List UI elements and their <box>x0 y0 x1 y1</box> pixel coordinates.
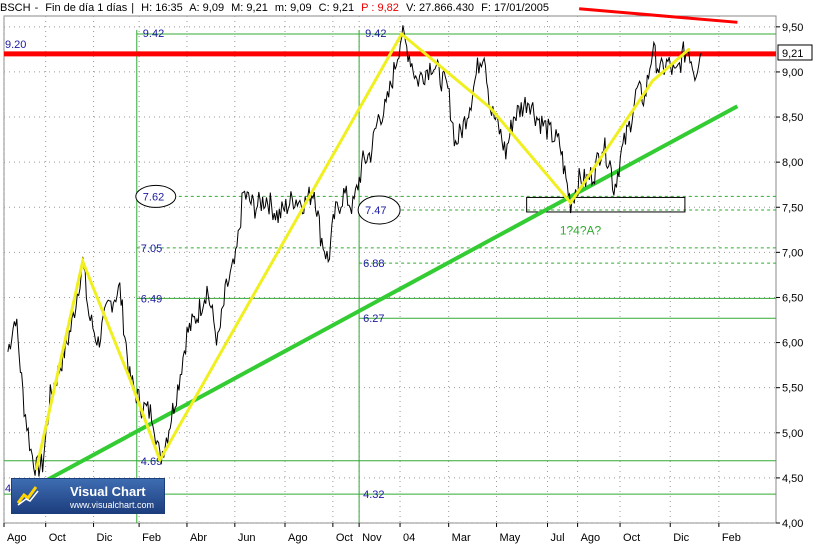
y-tick-label: 4,50 <box>782 473 803 485</box>
badge-url: www.visualchart.com <box>70 500 155 510</box>
high-label: M: 9,21 <box>231 2 268 14</box>
x-tick-label: Jun <box>238 532 256 544</box>
y-tick-label: 6,00 <box>782 338 803 350</box>
x-tick-label: Ago <box>288 532 308 544</box>
y-tick-label: 4,00 <box>782 518 803 530</box>
badge-name: Visual Chart <box>70 484 146 499</box>
zigzag-point <box>488 106 492 110</box>
period-label: Fin de día 1 días <box>45 2 128 14</box>
y-tick-label: 5,00 <box>782 428 803 440</box>
guide-label-mid: 4.32 <box>363 489 384 501</box>
x-tick-label: 04 <box>403 532 415 544</box>
x-tick-label: Feb <box>142 532 161 544</box>
x-tick-label: Feb <box>722 532 741 544</box>
info-bar: BSCH - Fin de día 1 días | H: 16:35 A: 9,0… <box>0 2 550 14</box>
y-tick-label: 6,50 <box>782 292 803 304</box>
y-tick-label: 8,00 <box>782 157 803 169</box>
resistance-label: 9.20 <box>5 39 26 51</box>
y-tick-label: 9,00 <box>782 67 803 79</box>
y-tick-label: 5,50 <box>782 383 803 395</box>
guide-label-top: 9.42 <box>365 28 386 40</box>
range-box <box>526 196 686 213</box>
x-tick-label: Oct <box>336 532 353 544</box>
zigzag-point <box>650 79 654 83</box>
previous-label: P : 9,82 <box>361 2 399 14</box>
x-tick-label: Mar <box>452 532 471 544</box>
zigzag-point <box>128 377 132 381</box>
x-tick-label: Dic <box>97 532 113 544</box>
support-trendline <box>41 104 739 485</box>
y-tick-label: 9,50 <box>782 22 803 34</box>
left-edge-label: 4 <box>5 483 11 495</box>
zigzag-point <box>158 458 162 462</box>
guide-label-mid: 6.27 <box>363 313 384 325</box>
plot-frame <box>3 15 777 524</box>
visual-chart-badge[interactable]: Visual Chart www.visualchart.com <box>11 478 165 514</box>
x-tick-label: Oct <box>623 532 640 544</box>
x-tick-label: Oct <box>49 532 66 544</box>
close-label: C: 9,21 <box>318 2 355 14</box>
zigzag-point <box>34 467 38 471</box>
date-label: F: 17/01/2005 <box>481 2 550 14</box>
y-tick-label: 7,00 <box>782 247 803 259</box>
guide-label-top: 9.42 <box>143 28 164 40</box>
guide-label-ellipse: 7.47 <box>365 205 386 217</box>
zigzag-point <box>569 201 573 205</box>
ellipse-marker <box>357 195 401 225</box>
y-tick-label: 7,50 <box>782 202 803 214</box>
volume-label: V: 27.866.430 <box>405 2 475 14</box>
low-label: m: 9,09 <box>274 2 312 14</box>
ellipse-marker <box>135 184 177 208</box>
guide-label-left: 4.69 <box>141 456 162 468</box>
box-annotation: 1?4?A? <box>560 223 602 237</box>
guide-label-left: 7.05 <box>141 243 162 255</box>
zigzag-point <box>81 259 85 263</box>
visualchart-logo-icon <box>16 486 39 506</box>
guide-label-ellipse: 7.62 <box>143 191 164 203</box>
price-line <box>7 25 702 477</box>
x-tick-label: Jul <box>550 532 564 544</box>
guide-label-left: 6.49 <box>141 293 162 305</box>
x-tick-label: Ago <box>7 532 27 544</box>
last-price-text: 9,21 <box>782 48 803 60</box>
symbol-label: BSCH <box>0 2 31 14</box>
guide-label-mid: 6.88 <box>363 258 384 270</box>
last-price-marker: 9,21 <box>777 44 813 61</box>
x-tick-label: Dic <box>673 532 689 544</box>
time-label: H: 16:35 <box>141 2 183 14</box>
open-label: A: 9,09 <box>189 2 225 14</box>
zigzag-point <box>400 32 404 36</box>
x-tick-label: Ago <box>581 532 601 544</box>
x-tick-label: Nov <box>362 532 382 544</box>
last-price-box <box>777 44 813 61</box>
x-tick-label: Abr <box>190 532 207 544</box>
x-tick-label: May <box>500 532 521 544</box>
resistance-trendline <box>579 7 738 24</box>
y-tick-label: 8,50 <box>782 112 803 124</box>
zigzag-point <box>687 47 691 51</box>
